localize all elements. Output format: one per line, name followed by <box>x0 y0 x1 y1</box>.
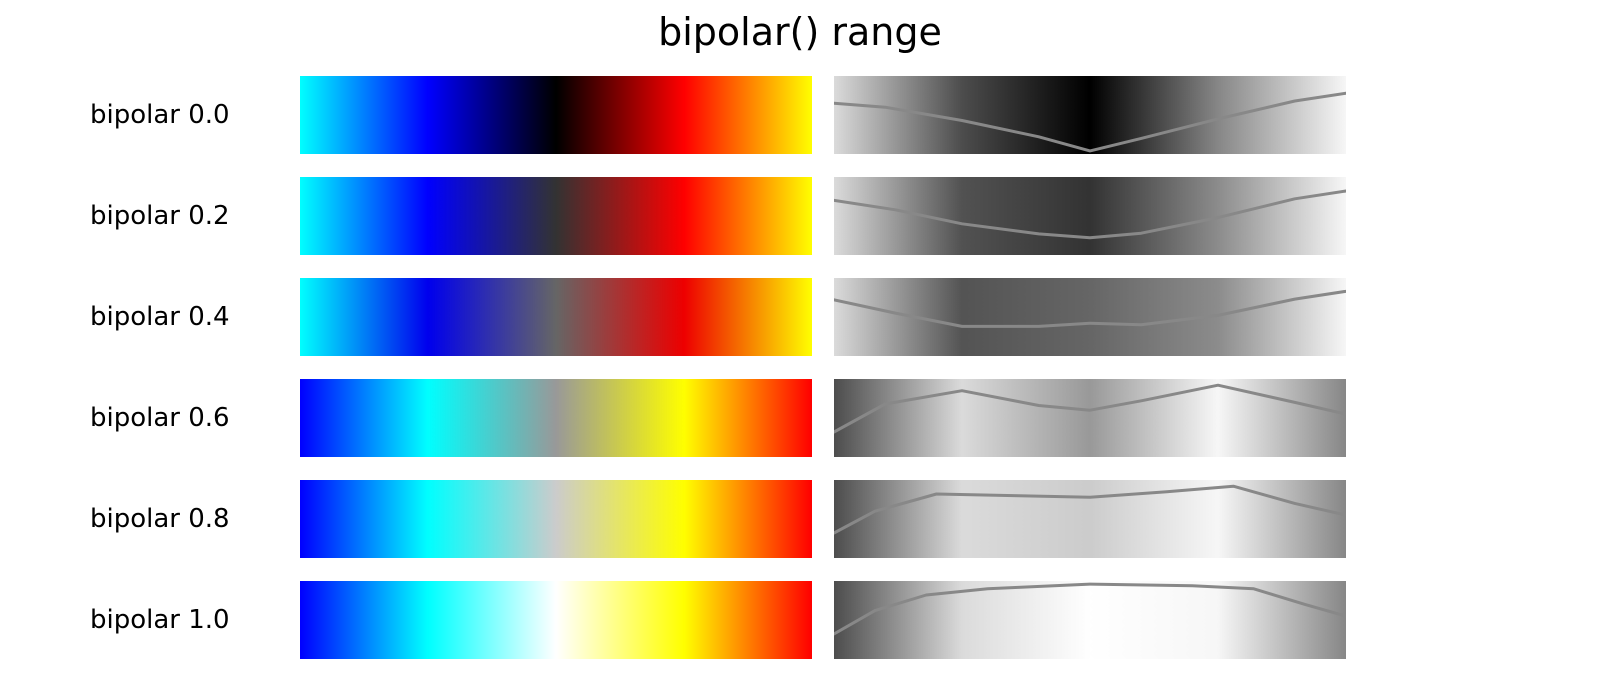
figure: bipolar() range bipolar 0.0bipolar 0.2bi… <box>0 0 1600 700</box>
colormap-row: bipolar 0.0 <box>40 72 1560 157</box>
row-label: bipolar 0.8 <box>40 504 300 534</box>
colormap-row: bipolar 1.0 <box>40 577 1560 662</box>
color-swatch <box>300 278 812 356</box>
row-label: bipolar 0.2 <box>40 201 300 231</box>
colormap-row: bipolar 0.2 <box>40 173 1560 258</box>
grayscale-swatch <box>834 177 1346 255</box>
grayscale-swatch <box>834 76 1346 154</box>
rows-container: bipolar 0.0 bipolar 0.2 bipolar 0.4 bipolar… <box>0 72 1600 680</box>
row-label: bipolar 0.6 <box>40 403 300 433</box>
color-swatch <box>300 76 812 154</box>
color-swatch <box>300 581 812 659</box>
grayscale-swatch <box>834 480 1346 558</box>
figure-title: bipolar() range <box>0 0 1600 60</box>
colormap-row: bipolar 0.8 <box>40 476 1560 561</box>
row-label: bipolar 0.4 <box>40 302 300 332</box>
row-label: bipolar 0.0 <box>40 100 300 130</box>
row-label: bipolar 1.0 <box>40 605 300 635</box>
grayscale-swatch <box>834 379 1346 457</box>
color-swatch <box>300 177 812 255</box>
colormap-row: bipolar 0.4 <box>40 274 1560 359</box>
color-swatch <box>300 379 812 457</box>
grayscale-swatch <box>834 581 1346 659</box>
colormap-row: bipolar 0.6 <box>40 375 1560 460</box>
color-swatch <box>300 480 812 558</box>
grayscale-swatch <box>834 278 1346 356</box>
